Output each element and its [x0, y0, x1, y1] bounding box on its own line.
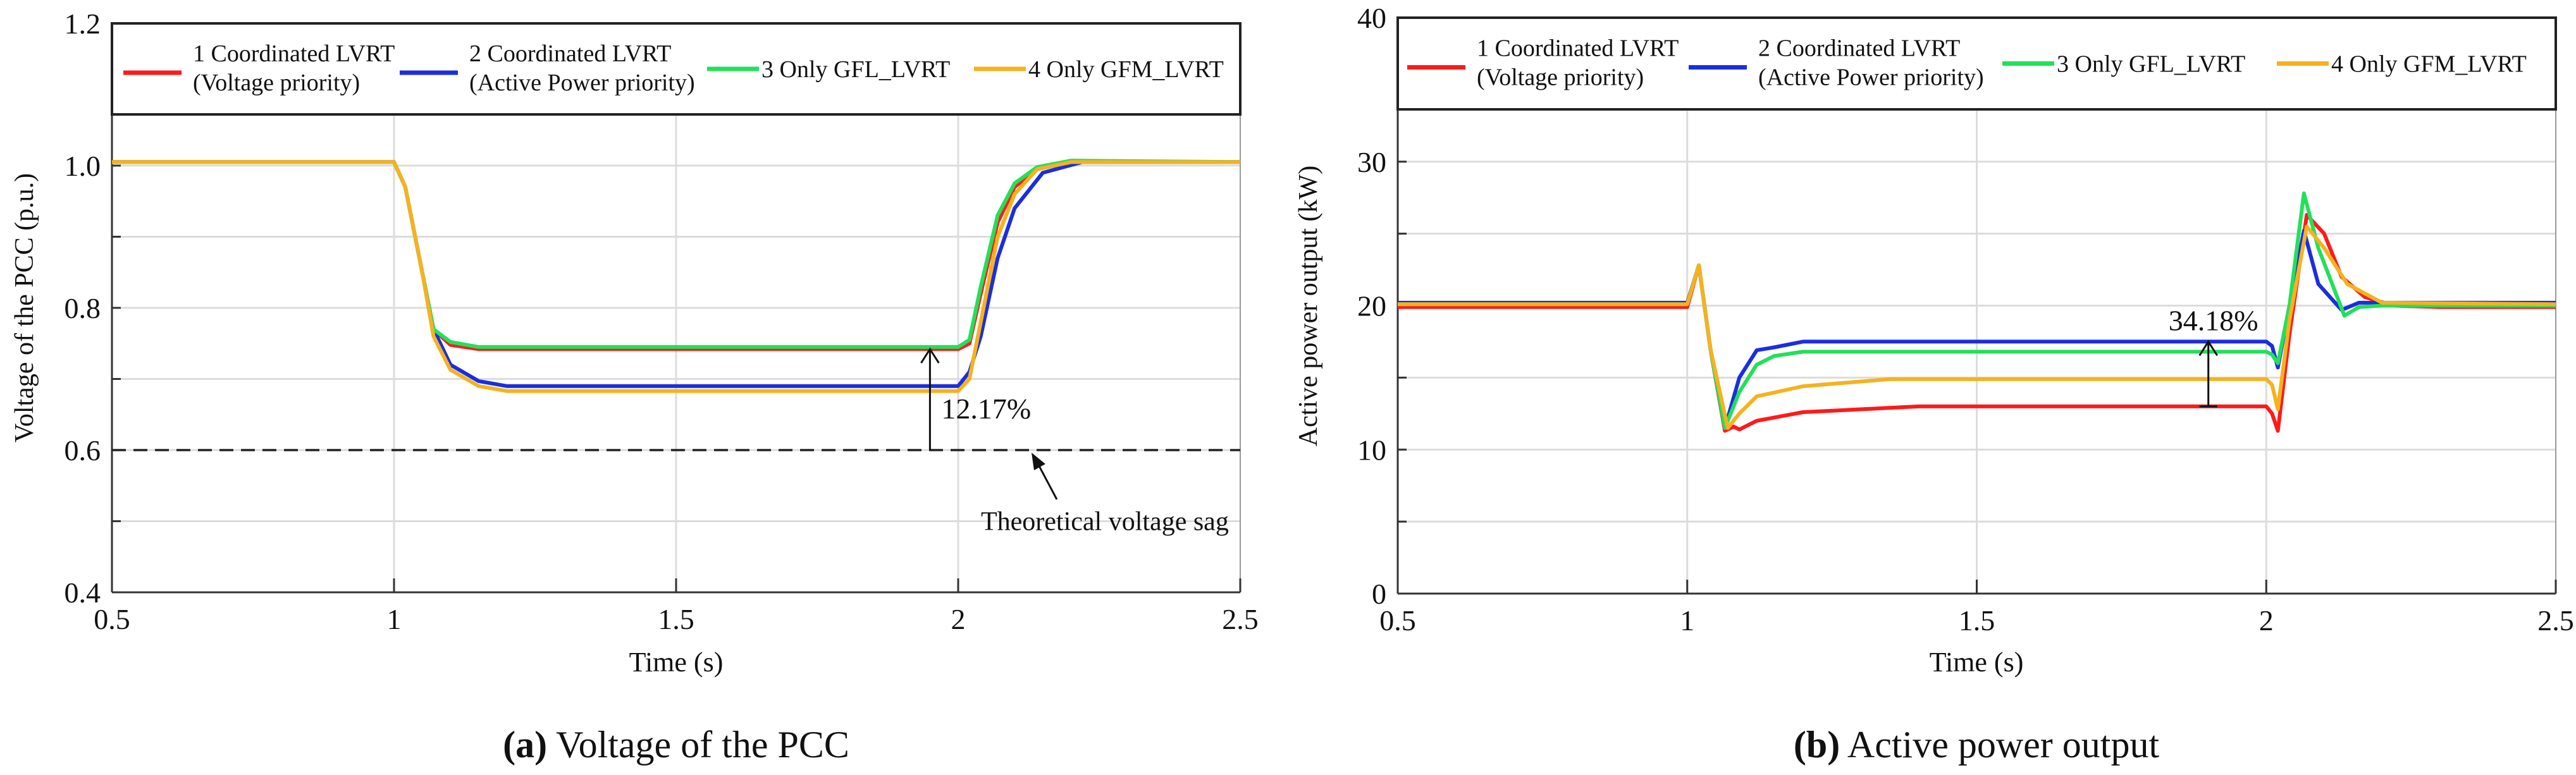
legend-box: [111, 22, 1242, 116]
y-tick-label: 1.0: [65, 150, 101, 182]
x-tick-label: 0.5: [1379, 604, 1416, 637]
legend-label-line2: (Voltage priority): [1477, 64, 1644, 91]
y-tick-label: 0: [1372, 578, 1386, 610]
caption-text: Active power output: [1840, 724, 2159, 766]
y-tick-label: 0.8: [65, 292, 101, 324]
y-tick-label: 30: [1357, 146, 1386, 178]
x-axis-label: Time (s): [1930, 647, 2024, 678]
legend-label: 2 Coordinated LVRT: [469, 40, 671, 67]
legend-label-line2: (Voltage priority): [193, 70, 360, 96]
legend-label: 1 Coordinated LVRT: [193, 40, 395, 67]
caption-letter: (a): [503, 724, 547, 766]
x-tick-label: 2: [2259, 604, 2274, 637]
y-tick-label: 0.4: [65, 577, 101, 609]
x-tick-label: 2: [951, 603, 966, 635]
series-line-4: [1398, 224, 2556, 430]
y-tick-label: 1.2: [65, 8, 101, 40]
legend-label-line2: (Active Power priority): [469, 70, 695, 96]
difference-label: 12.17%: [941, 393, 1031, 425]
legend-label: 4 Only GFM_LVRT: [1028, 56, 1224, 83]
caption: (b) Active power output: [1794, 724, 2160, 766]
series-line-4: [112, 160, 1240, 393]
y-tick-label: 20: [1357, 290, 1386, 322]
y-tick-label: 40: [1357, 2, 1386, 34]
x-tick-label: 1.5: [658, 603, 694, 635]
x-axis-label: Time (s): [629, 647, 724, 678]
legend-label: 3 Only GFL_LVRT: [2057, 51, 2245, 78]
y-axis-label: Voltage of the PCC (p.u.): [10, 173, 39, 442]
x-tick-label: 0.5: [94, 603, 130, 635]
caption-text: Voltage of the PCC: [547, 724, 849, 766]
y-axis-label: Active power output (kW): [1294, 166, 1323, 446]
x-tick-label: 2.5: [2537, 604, 2574, 637]
legend-label: 3 Only GFL_LVRT: [761, 56, 950, 83]
legend-label: 4 Only GFM_LVRT: [2331, 51, 2527, 78]
difference-label: 34.18%: [2169, 304, 2259, 336]
x-tick-label: 1: [387, 603, 402, 635]
difference-arrowhead: [920, 347, 940, 364]
legend-label-line2: (Active Power priority): [1758, 64, 1984, 91]
sag-arrowhead: [1031, 453, 1045, 470]
caption-letter: (b): [1794, 724, 1840, 766]
difference-arrowhead: [2198, 339, 2218, 357]
legend-box: [1396, 16, 2557, 111]
active-power-chart: Active power output (kW) Time (s) (b) Ac…: [1294, 2, 2574, 766]
caption: (a) Voltage of the PCC: [503, 724, 849, 766]
legend-label: 1 Coordinated LVRT: [1477, 35, 1679, 62]
x-tick-label: 2.5: [1222, 603, 1259, 635]
y-tick-label: 0.6: [65, 434, 101, 467]
x-tick-label: 1.5: [1959, 604, 1995, 637]
sag-label: Theoretical voltage sag: [981, 508, 1229, 537]
x-tick-label: 1: [1680, 604, 1694, 637]
y-tick-label: 10: [1357, 434, 1386, 466]
legend-label: 2 Coordinated LVRT: [1758, 35, 1960, 62]
voltage-chart: Voltage of the PCC (p.u.) Time (s) (a) V…: [10, 8, 1259, 766]
